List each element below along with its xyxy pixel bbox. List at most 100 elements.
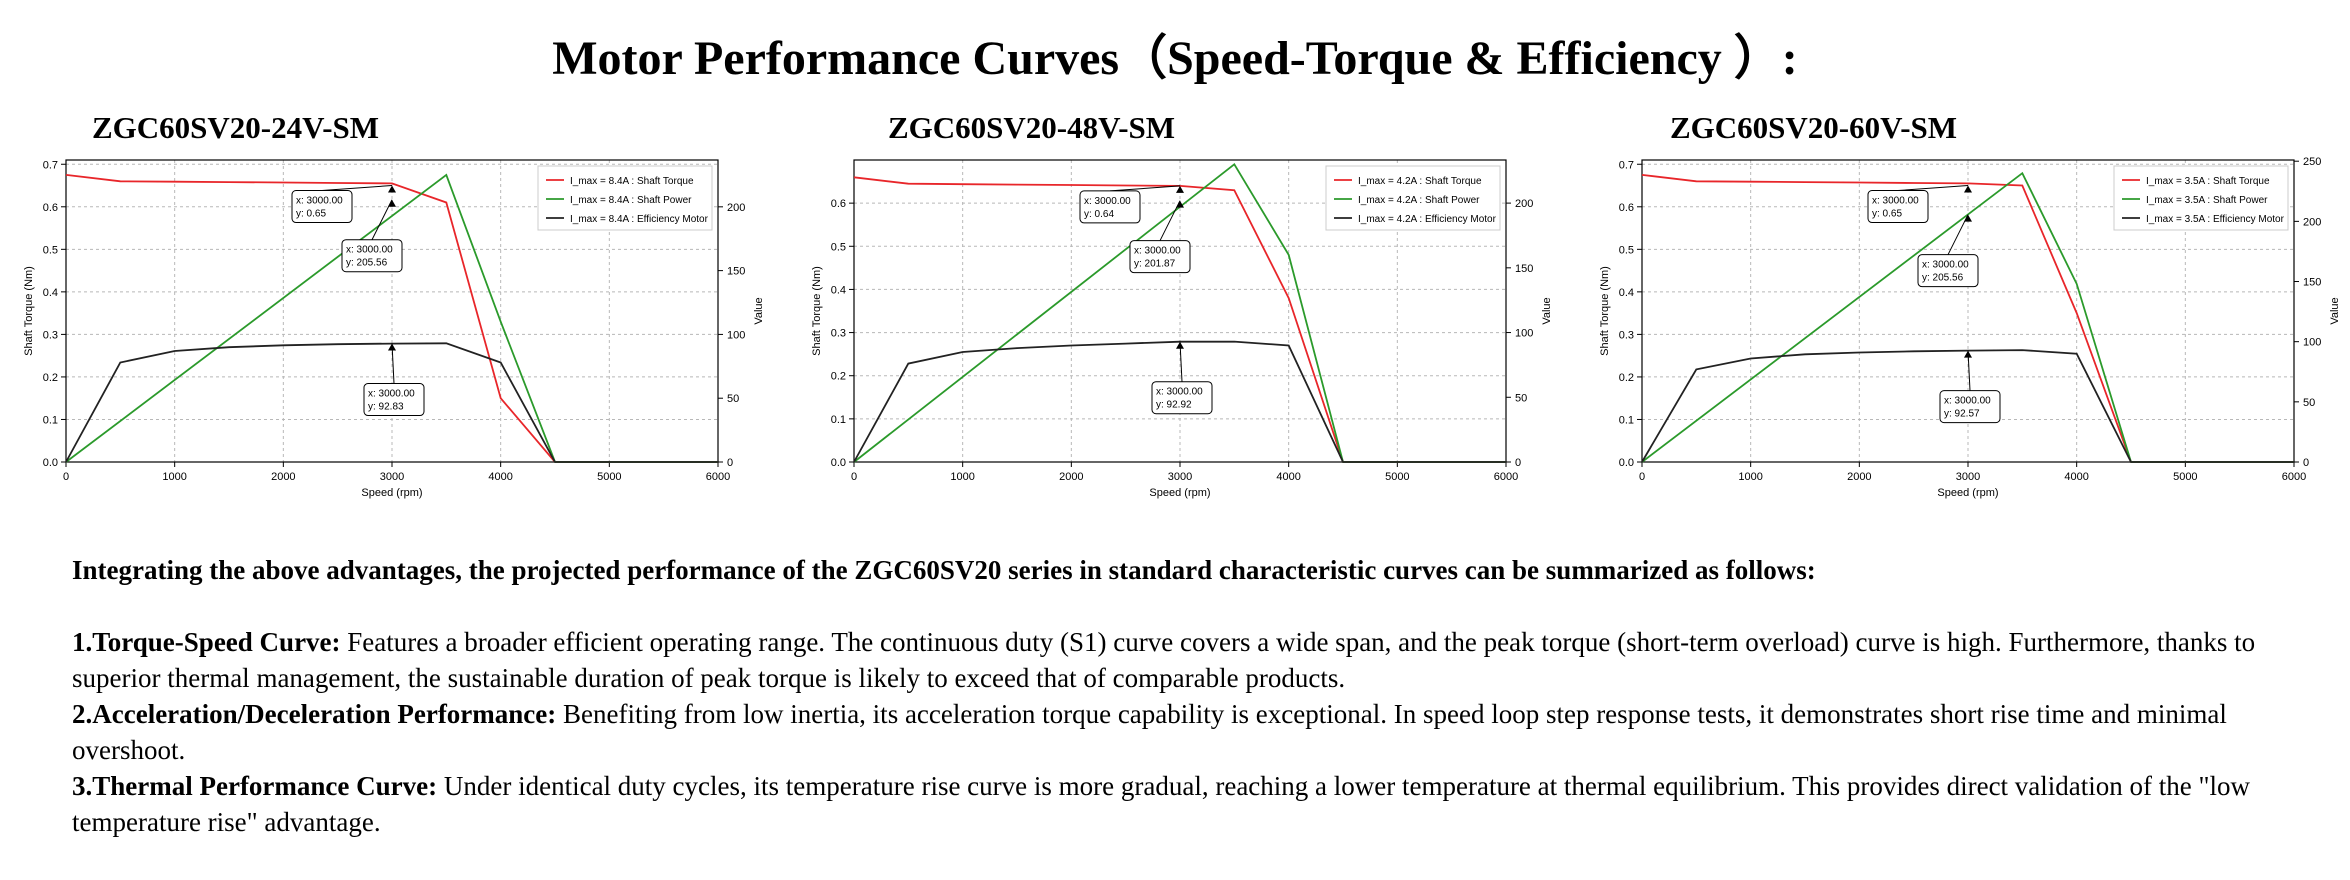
y-axis-label: Shaft Torque (Nm) xyxy=(1599,266,1611,356)
data-tip: x: 3000.00 y: 0.65 xyxy=(291,185,396,224)
data-tip-box xyxy=(1917,254,1979,288)
data-tip: x: 3000.00 y: 201.87 xyxy=(1129,200,1191,274)
x-tick-label: 0 xyxy=(1639,471,1645,483)
y-tick-label: 0.7 xyxy=(43,159,58,171)
x-tick-label: 6000 xyxy=(706,471,730,483)
y-tick-label: 0.6 xyxy=(1619,202,1634,214)
data-tip-text: y: 92.57 xyxy=(1944,409,1980,420)
y-tick-label: 0.0 xyxy=(1619,457,1634,469)
x-axis-label: Speed (rpm) xyxy=(361,487,422,499)
data-tip-arrow xyxy=(1897,185,1969,192)
y2-tick-label: 100 xyxy=(727,329,745,341)
y-tick-label: 0.4 xyxy=(831,284,846,296)
y-tick-label: 0.2 xyxy=(1619,372,1634,384)
data-tip-arrowhead xyxy=(1964,214,1972,222)
chart-title-24v: ZGC60SV20-24V-SM xyxy=(92,110,380,145)
data-tip-text: x: 3000.00 xyxy=(1084,196,1131,207)
x-tick-label: 1000 xyxy=(1738,471,1762,483)
chart-48v: 0 1000 2000 3000 4000 5000 60000.00.10.20.30.4… xyxy=(811,159,1553,499)
y-tick-label: 0.4 xyxy=(1619,287,1634,299)
x-tick-label: 1000 xyxy=(162,471,186,483)
summary-item-text: Under identical duty cycles, its tempera… xyxy=(72,771,2251,837)
data-tip-arrowhead xyxy=(1176,200,1184,208)
data-tip-box xyxy=(1079,190,1141,224)
x-tick-label: 3000 xyxy=(380,471,404,483)
data-tip-box xyxy=(1867,190,1929,224)
summary-item-text: Benefiting from low inertia, its acceler… xyxy=(72,699,2227,765)
x-tick-label: 1000 xyxy=(950,471,974,483)
data-tip-text: x: 3000.00 xyxy=(296,196,343,207)
y-axis-label: Shaft Torque (Nm) xyxy=(23,266,35,356)
y-tick-label: 0.2 xyxy=(43,372,58,384)
y-tick-label: 0.1 xyxy=(831,414,846,426)
chart-title-60v: ZGC60SV20-60V-SM xyxy=(1670,110,1958,145)
y2-tick-label: 0 xyxy=(727,457,733,469)
data-tip: x: 3000.00 y: 205.56 xyxy=(341,199,403,273)
y2-axis-label: Value xyxy=(1541,297,1553,324)
x-tick-label: 0 xyxy=(851,471,857,483)
series-line xyxy=(1641,349,2294,463)
legend-box xyxy=(1325,165,1501,231)
y-tick-label: 0.4 xyxy=(43,287,58,299)
x-tick-label: 4000 xyxy=(488,471,512,483)
y-tick-label: 0.5 xyxy=(43,244,58,256)
series-line xyxy=(853,340,1506,463)
legend-box xyxy=(537,165,713,231)
data-tip-arrow xyxy=(1109,185,1181,192)
y2-tick-label: 50 xyxy=(727,393,739,405)
y-tick-label: 0.1 xyxy=(1619,414,1634,426)
data-tip: x: 3000.00 y: 205.56 xyxy=(1917,214,1979,288)
legend-label: I_max = 8.4A : Shaft Power xyxy=(570,195,692,206)
x-tick-label: 2000 xyxy=(271,471,295,483)
plot-area: 0 1000 2000 3000 4000 5000 60000.00.10.20.30.4… xyxy=(23,159,765,499)
data-tip-arrowhead xyxy=(1176,341,1184,349)
y2-tick-label: 200 xyxy=(727,202,745,214)
data-tip-box xyxy=(1151,381,1213,415)
data-tip-arrowhead xyxy=(388,199,396,207)
x-axis-label: Speed (rpm) xyxy=(1937,487,1998,499)
data-tip-text: y: 201.87 xyxy=(1134,259,1176,270)
y-tick-label: 0.3 xyxy=(1619,329,1634,341)
legend-label: I_max = 3.5A : Efficiency Motor xyxy=(2146,214,2285,225)
summary-item-text: Features a broader efficient operating r… xyxy=(72,627,2256,693)
summary-item-label: 2.Acceleration/Deceleration Performance: xyxy=(72,699,557,729)
legend-label: I_max = 4.2A : Shaft Torque xyxy=(1358,176,1482,187)
data-tip-text: x: 3000.00 xyxy=(346,245,393,256)
y-tick-label: 0.1 xyxy=(43,414,58,426)
y2-tick-label: 50 xyxy=(2303,397,2315,409)
y2-tick-label: 150 xyxy=(1515,263,1533,275)
y-tick-label: 0.6 xyxy=(43,202,58,214)
data-tip-arrowhead xyxy=(1964,350,1972,358)
legend-label: I_max = 4.2A : Efficiency Motor xyxy=(1358,214,1497,225)
legend-label: I_max = 3.5A : Shaft Power xyxy=(2146,195,2268,206)
legend-label: I_max = 8.4A : Shaft Torque xyxy=(570,176,694,187)
x-tick-label: 2000 xyxy=(1059,471,1083,483)
data-tip-text: x: 3000.00 xyxy=(368,389,415,400)
y2-axis-label: Value xyxy=(753,297,765,324)
y2-tick-label: 100 xyxy=(1515,328,1533,340)
chart-60v: 0 1000 2000 3000 4000 5000 60000.00.10.20.30.4… xyxy=(1599,156,2341,499)
data-tip: x: 3000.00 y: 0.64 xyxy=(1079,185,1184,224)
data-tip-text: x: 3000.00 xyxy=(1944,396,1991,407)
chart-title-48v: ZGC60SV20-48V-SM xyxy=(888,110,1176,145)
data-tip-text: x: 3000.00 xyxy=(1922,260,1969,271)
y2-tick-label: 250 xyxy=(2303,156,2321,168)
y2-tick-label: 200 xyxy=(1515,198,1533,210)
summary-item-thermal: 3.Thermal Performance Curve: Under ident… xyxy=(72,768,2292,840)
x-tick-label: 2000 xyxy=(1847,471,1871,483)
legend: I_max = 3.5A : Shaft Torque I_max = 3.5A … xyxy=(2113,165,2289,231)
data-tip-text: x: 3000.00 xyxy=(1872,196,1919,207)
summary-item-acceleration: 2.Acceleration/Deceleration Performance:… xyxy=(72,696,2292,768)
summary-section: Integrating the above advantages, the pr… xyxy=(72,552,2292,840)
data-tip: x: 3000.00 y: 92.57 xyxy=(1939,350,2001,424)
y-tick-label: 0.0 xyxy=(831,457,846,469)
legend-label: I_max = 3.5A : Shaft Torque xyxy=(2146,176,2270,187)
data-tip-text: y: 0.64 xyxy=(1084,209,1114,220)
y-tick-label: 0.3 xyxy=(831,328,846,340)
data-tip-text: y: 205.56 xyxy=(346,258,388,269)
y2-tick-label: 150 xyxy=(727,266,745,278)
data-tip-text: y: 0.65 xyxy=(1872,209,1902,220)
legend: I_max = 8.4A : Shaft Torque I_max = 8.4A … xyxy=(537,165,713,231)
x-tick-label: 4000 xyxy=(2064,471,2088,483)
y2-tick-label: 100 xyxy=(2303,337,2321,349)
